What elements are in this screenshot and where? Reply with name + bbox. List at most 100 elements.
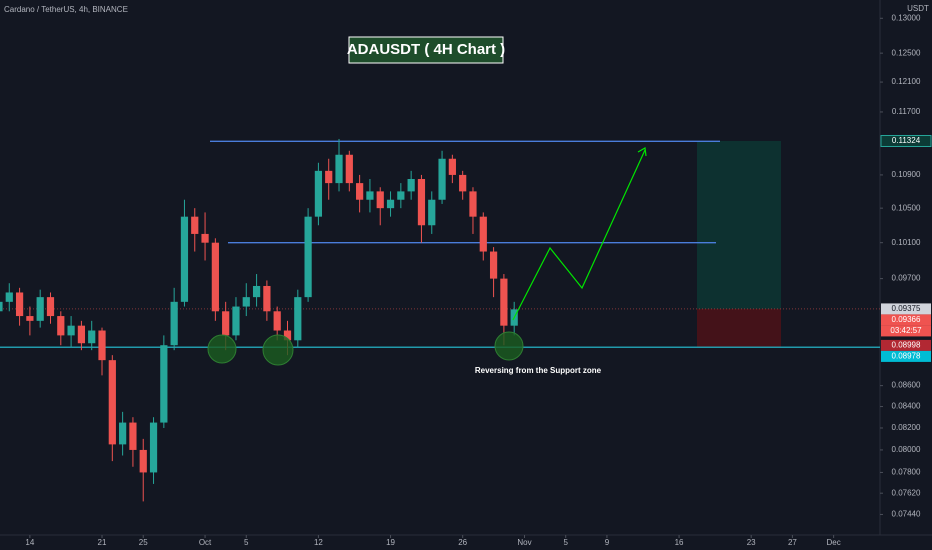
x-tick-label: 12: [314, 538, 323, 547]
candle-body: [325, 170, 333, 184]
candle-body: [232, 306, 240, 336]
candle-body: [5, 292, 13, 302]
currency-label: USDT: [907, 4, 929, 13]
candle-body: [160, 345, 168, 423]
x-tick-label: Dec: [827, 538, 841, 547]
title-box: [348, 36, 504, 64]
candle-body: [407, 179, 415, 192]
candle-body: [273, 311, 281, 331]
candle-body: [397, 191, 405, 200]
x-tick-label: 5: [244, 538, 249, 547]
candle-body: [428, 199, 436, 226]
y-tick-label: 0.12100: [892, 77, 921, 86]
chart-title: ADAUSDT ( 4H Chart ): [347, 41, 505, 58]
x-tick-label: 21: [98, 538, 107, 547]
x-tick-label: 14: [25, 538, 34, 547]
candle-body: [77, 325, 86, 344]
x-tick-label: 23: [747, 538, 756, 547]
price-label-box: [881, 339, 931, 351]
price-label: 0.08998: [892, 341, 921, 350]
candle-body: [500, 278, 508, 326]
candle-body: [139, 449, 147, 473]
arrow-head: [637, 147, 647, 157]
candle-body: [0, 301, 3, 312]
stop-zone: [697, 308, 781, 348]
target-zone: [697, 140, 781, 309]
candle-body: [222, 311, 230, 336]
projection-arrow: [512, 149, 646, 321]
support-touch: [494, 331, 524, 361]
x-tick-label: 9: [605, 538, 610, 547]
y-tick-label: 0.08400: [892, 402, 921, 411]
y-tick-label: 0.10900: [892, 170, 921, 179]
y-tick-label: 0.10500: [892, 203, 921, 212]
candle-body: [366, 191, 374, 200]
y-tick-label: 0.07620: [892, 488, 921, 497]
candle-body: [46, 297, 55, 317]
candle-body: [26, 316, 34, 321]
candle-body: [108, 360, 116, 445]
x-tick-label: Oct: [199, 538, 212, 547]
y-tick-label: 0.07800: [892, 468, 921, 477]
y-tick-label: 0.08000: [892, 445, 921, 454]
price-label: 0.11324: [892, 136, 921, 145]
price-label-box: [881, 314, 931, 326]
candle-body: [489, 251, 498, 279]
support-touch: [207, 334, 237, 364]
candle-body: [15, 292, 24, 317]
candle-body: [57, 316, 65, 336]
x-tick-label: 16: [675, 538, 684, 547]
candle-body: [304, 216, 312, 298]
y-tick-label: 0.09700: [892, 274, 921, 283]
x-tick-label: 5: [563, 538, 568, 547]
candle-body: [438, 158, 446, 200]
candle-body: [283, 330, 292, 341]
candle-body: [180, 216, 189, 302]
candle-body: [98, 330, 106, 361]
countdown: 03:42:57: [890, 326, 922, 335]
candle-body: [129, 422, 137, 450]
candle-body: [386, 199, 395, 209]
price-label: 0.09375: [892, 304, 921, 313]
candle-body: [417, 179, 426, 226]
countdown-box: [881, 325, 931, 337]
price-label-box: [881, 303, 931, 315]
candle-body: [335, 154, 343, 184]
y-tick-label: 0.07440: [892, 510, 921, 519]
candle-body: [448, 158, 456, 175]
annotation: Reversing from the Support zone: [475, 366, 602, 375]
candle-body: [67, 325, 75, 336]
x-tick-label: 19: [386, 538, 395, 547]
candle-body: [459, 174, 467, 192]
price-label: 0.09366: [892, 315, 921, 324]
price-label-box: [880, 134, 932, 147]
candle-body: [36, 297, 44, 321]
candle-body: [211, 242, 219, 312]
candle-body: [201, 233, 209, 243]
support-touch: [262, 334, 294, 366]
y-tick-label: 0.13000: [892, 13, 921, 22]
candle-body: [242, 297, 250, 307]
y-tick-label: 0.10100: [892, 238, 921, 247]
candle-body: [119, 422, 127, 445]
candle-body: [356, 183, 364, 200]
candle-body: [314, 170, 323, 217]
price-label-box: [881, 350, 931, 362]
y-tick-label: 0.08600: [892, 381, 921, 390]
candle-body: [376, 191, 384, 209]
marks: [0, 138, 518, 502]
candle-body: [149, 422, 158, 473]
candle-body: [469, 191, 477, 217]
price-label: 0.08978: [892, 352, 921, 361]
candle-body: [88, 330, 96, 344]
x-tick-label: 26: [458, 538, 467, 547]
x-tick-label: Nov: [517, 538, 531, 547]
x-tick-label: 27: [788, 538, 797, 547]
x-tick-label: 25: [139, 538, 148, 547]
y-tick-label: 0.12500: [892, 48, 921, 57]
candle-body: [263, 285, 271, 312]
candle-body: [191, 216, 199, 234]
y-tick-label: 0.11700: [892, 107, 921, 116]
